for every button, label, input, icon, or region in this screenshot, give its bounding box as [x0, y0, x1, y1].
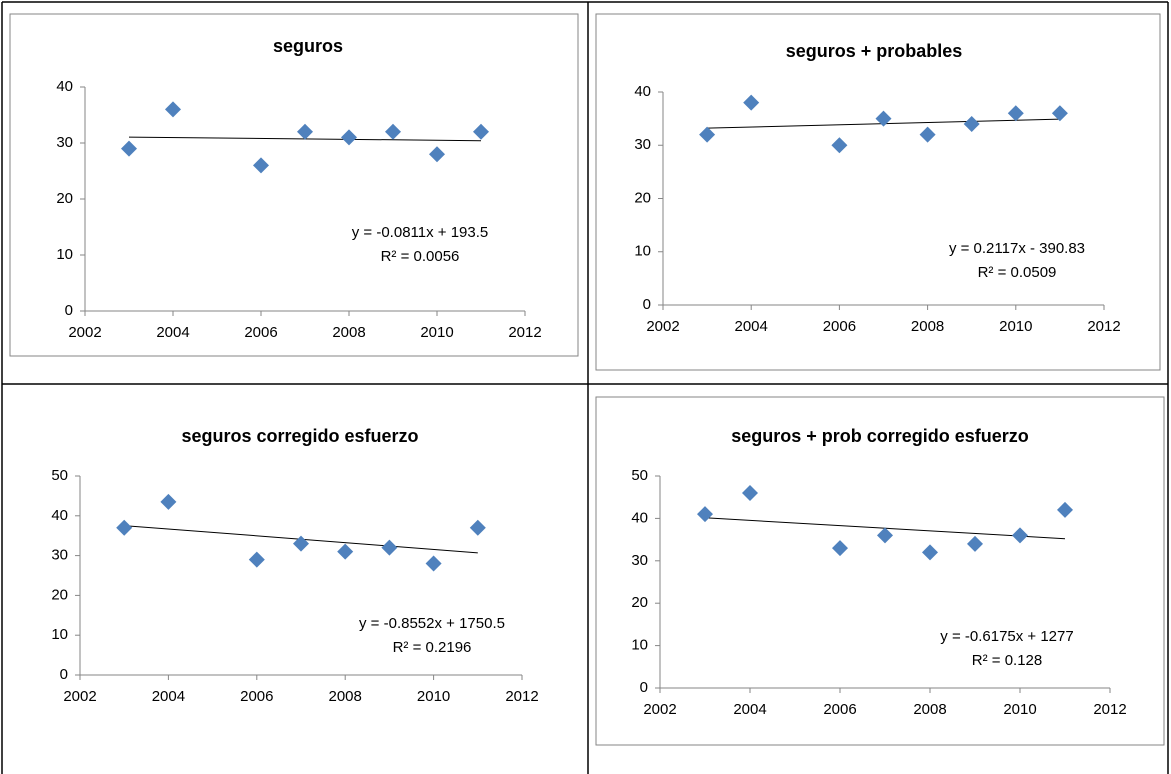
- x-tick-label: 2012: [1093, 701, 1126, 718]
- data-point: [919, 126, 936, 143]
- y-tick-label: 30: [634, 136, 651, 153]
- data-point: [248, 551, 265, 568]
- y-tick-label: 0: [640, 679, 648, 696]
- data-point: [121, 140, 137, 157]
- data-point: [253, 157, 269, 174]
- y-tick-label: 40: [634, 83, 651, 100]
- data-point: [963, 115, 980, 132]
- data-point: [967, 535, 983, 552]
- y-tick-label: 10: [56, 246, 73, 263]
- x-tick-label: 2002: [646, 318, 679, 335]
- trendline-label: y = -0.6175x + 1277: [940, 628, 1073, 645]
- y-tick-label: 10: [631, 637, 648, 654]
- y-tick-label: 20: [51, 586, 68, 603]
- y-tick-label: 30: [631, 552, 648, 569]
- y-tick-label: 40: [631, 509, 648, 526]
- y-tick-label: 20: [56, 190, 73, 207]
- data-point: [293, 535, 309, 552]
- data-point: [160, 493, 177, 510]
- data-point: [877, 527, 893, 544]
- data-point: [742, 484, 758, 501]
- trendline-label: R² = 0.0056: [381, 248, 460, 265]
- data-point: [297, 123, 313, 140]
- data-point: [1007, 105, 1024, 122]
- x-tick-label: 2010: [1003, 701, 1036, 718]
- trendline-label: R² = 0.2196: [393, 639, 472, 656]
- y-tick-label: 20: [631, 594, 648, 611]
- data-point: [337, 543, 354, 560]
- x-tick-label: 2008: [332, 324, 365, 341]
- y-tick-label: 20: [634, 189, 651, 206]
- x-tick-label: 2008: [329, 688, 362, 705]
- data-point: [341, 129, 357, 146]
- data-point: [1057, 501, 1073, 518]
- y-tick-label: 10: [634, 243, 651, 260]
- y-tick-label: 50: [631, 467, 648, 484]
- chart-frame: [595, 13, 1161, 371]
- x-tick-label: 2002: [63, 688, 96, 705]
- y-tick-label: 0: [643, 296, 651, 313]
- data-point: [429, 146, 445, 163]
- data-point: [381, 539, 398, 556]
- y-tick-label: 40: [51, 507, 68, 524]
- chart-title: seguros corregido esfuerzo: [181, 426, 418, 446]
- trendline-label: y = -0.0811x + 193.5: [352, 224, 489, 241]
- x-tick-label: 2002: [68, 324, 101, 341]
- x-tick-label: 2008: [911, 318, 944, 335]
- x-tick-label: 2010: [999, 318, 1032, 335]
- data-point: [697, 506, 713, 523]
- x-tick-label: 2012: [505, 688, 538, 705]
- data-point: [699, 126, 716, 143]
- x-tick-label: 2006: [823, 318, 856, 335]
- chart-frame: [9, 13, 579, 357]
- chart-title: seguros + probables: [786, 41, 963, 61]
- x-tick-label: 2012: [1087, 318, 1120, 335]
- data-point: [116, 519, 133, 536]
- x-tick-label: 2004: [733, 701, 766, 718]
- data-point: [473, 123, 489, 140]
- data-point: [165, 101, 181, 118]
- data-point: [469, 519, 486, 536]
- trendline-label: y = -0.8552x + 1750.5: [359, 615, 505, 632]
- x-tick-label: 2012: [508, 324, 541, 341]
- chart-frame: [595, 396, 1165, 746]
- trendline-label: R² = 0.0509: [978, 264, 1057, 281]
- data-point: [832, 540, 848, 557]
- data-point: [425, 555, 442, 572]
- x-tick-label: 2006: [240, 688, 273, 705]
- y-tick-label: 10: [51, 626, 68, 643]
- x-tick-label: 2004: [152, 688, 185, 705]
- y-tick-label: 30: [56, 134, 73, 151]
- data-point: [922, 544, 938, 561]
- x-tick-label: 2004: [735, 318, 768, 335]
- data-point: [385, 123, 401, 140]
- chart-title: seguros: [273, 36, 343, 56]
- data-point: [831, 137, 848, 154]
- x-tick-label: 2006: [823, 701, 856, 718]
- x-tick-label: 2006: [244, 324, 277, 341]
- y-tick-label: 40: [56, 78, 73, 95]
- data-point: [1012, 527, 1028, 544]
- y-tick-label: 0: [65, 302, 73, 319]
- x-tick-label: 2002: [643, 701, 676, 718]
- y-tick-label: 0: [60, 666, 68, 683]
- data-point: [875, 110, 892, 127]
- chart-title: seguros + prob corregido esfuerzo: [731, 426, 1029, 446]
- trendline-label: y = 0.2117x - 390.83: [949, 240, 1085, 257]
- trendline-label: R² = 0.128: [972, 652, 1042, 669]
- x-tick-label: 2008: [913, 701, 946, 718]
- data-point: [743, 94, 760, 111]
- y-tick-label: 30: [51, 547, 68, 564]
- data-point: [1051, 105, 1068, 122]
- x-tick-label: 2004: [156, 324, 189, 341]
- x-tick-label: 2010: [417, 688, 450, 705]
- x-tick-label: 2010: [420, 324, 453, 341]
- y-tick-label: 50: [51, 467, 68, 484]
